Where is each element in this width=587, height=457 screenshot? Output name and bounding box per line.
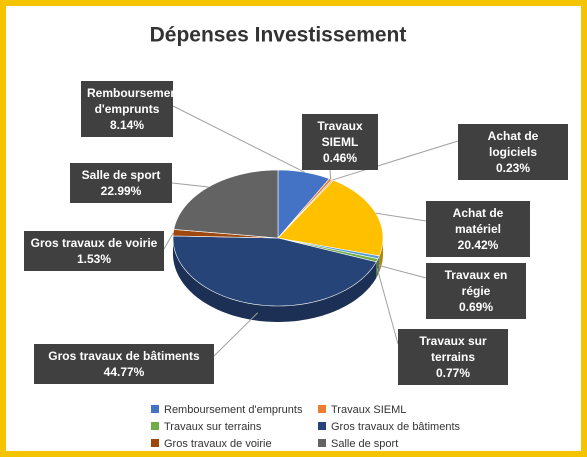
legend-label: Gros travaux de voirie — [164, 438, 272, 450]
data-label-name: Gros travaux de bâtiments — [48, 349, 200, 363]
slice-side — [173, 238, 377, 322]
data-label-name: Achat de logiciels — [487, 129, 539, 159]
data-label: Achat de logiciels 0.23% — [458, 124, 568, 180]
legend-item: Gros travaux de voirie — [151, 438, 272, 450]
data-label-value: 1.53% — [76, 252, 112, 266]
legend-item: Remboursement d'emprunts — [151, 404, 302, 416]
data-label-value: 0.77% — [435, 366, 471, 380]
leader-line — [375, 212, 427, 222]
chart-title: Dépenses Investissement — [150, 24, 407, 47]
legend-swatch — [151, 439, 159, 447]
data-label: Travaux sur terrains 0.77% — [398, 329, 508, 385]
leader-line — [378, 264, 427, 279]
slice-tops — [172, 169, 384, 307]
legend-item: Salle de sport — [318, 438, 398, 450]
data-label: Achat de matériel 20.42% — [426, 201, 530, 257]
data-label: Travaux en régie 0.69% — [426, 263, 526, 319]
legend-swatch — [318, 439, 326, 447]
legend-label: Remboursement d'emprunts — [164, 404, 303, 416]
data-label-name: Travaux en régie — [444, 268, 508, 298]
data-label-value: 0.46% — [322, 151, 358, 165]
leader-line — [163, 232, 174, 250]
data-label: Travaux SIEML 0.46% — [302, 114, 378, 170]
legend-label: Gros travaux de bâtiments — [331, 421, 461, 433]
data-label-name: Remboursement d'emprunts — [87, 86, 182, 116]
slice-sides — [173, 238, 383, 322]
leader-line — [376, 268, 399, 345]
chart-canvas: Dépenses Investissement — [150, 24, 459, 357]
leader-line — [172, 105, 305, 173]
data-label-value: 20.42% — [457, 238, 499, 252]
data-label: Remboursement d'emprunts 8.14% — [81, 81, 182, 137]
data-label-value: 8.14% — [109, 118, 145, 132]
slice — [277, 179, 384, 257]
data-label-value: 0.69% — [458, 300, 494, 314]
slice-side — [377, 255, 380, 275]
leader-line — [213, 312, 259, 357]
data-label: Gros travaux de voirie 1.53% — [24, 231, 164, 271]
legend-label: Salle de sport — [331, 438, 399, 450]
data-label-name: Travaux SIEML — [317, 119, 363, 149]
slice-side — [379, 238, 383, 272]
legend-item: Travaux sur terrains — [151, 421, 261, 433]
data-label-value: 44.77% — [103, 365, 145, 379]
data-label-name: Achat de matériel — [452, 206, 504, 236]
legend-swatch — [151, 422, 159, 430]
legend-item: Travaux SIEML — [318, 404, 406, 416]
data-label-name: Gros travaux de voirie — [30, 236, 158, 250]
data-label-value: 22.99% — [100, 184, 142, 198]
slice — [172, 235, 377, 307]
legend-label: Travaux sur terrains — [164, 421, 262, 433]
data-label: Salle de sport 22.99% — [70, 163, 172, 203]
legend-swatch — [318, 405, 326, 413]
data-label-name: Travaux sur terrains — [419, 334, 487, 364]
legend-swatch — [151, 405, 159, 413]
data-label-name: Salle de sport — [81, 168, 161, 182]
leader-line — [171, 182, 209, 188]
data-label: Gros travaux de bâtiments 44.77% — [34, 344, 214, 384]
slice — [173, 169, 279, 239]
legend-item: Gros travaux de bâtiments — [318, 421, 460, 433]
data-label-value: 0.23% — [495, 161, 531, 175]
leader-line — [332, 140, 459, 181]
legend-label: Travaux SIEML — [331, 404, 407, 416]
slice-side — [376, 258, 378, 278]
legend-swatch — [318, 422, 326, 430]
